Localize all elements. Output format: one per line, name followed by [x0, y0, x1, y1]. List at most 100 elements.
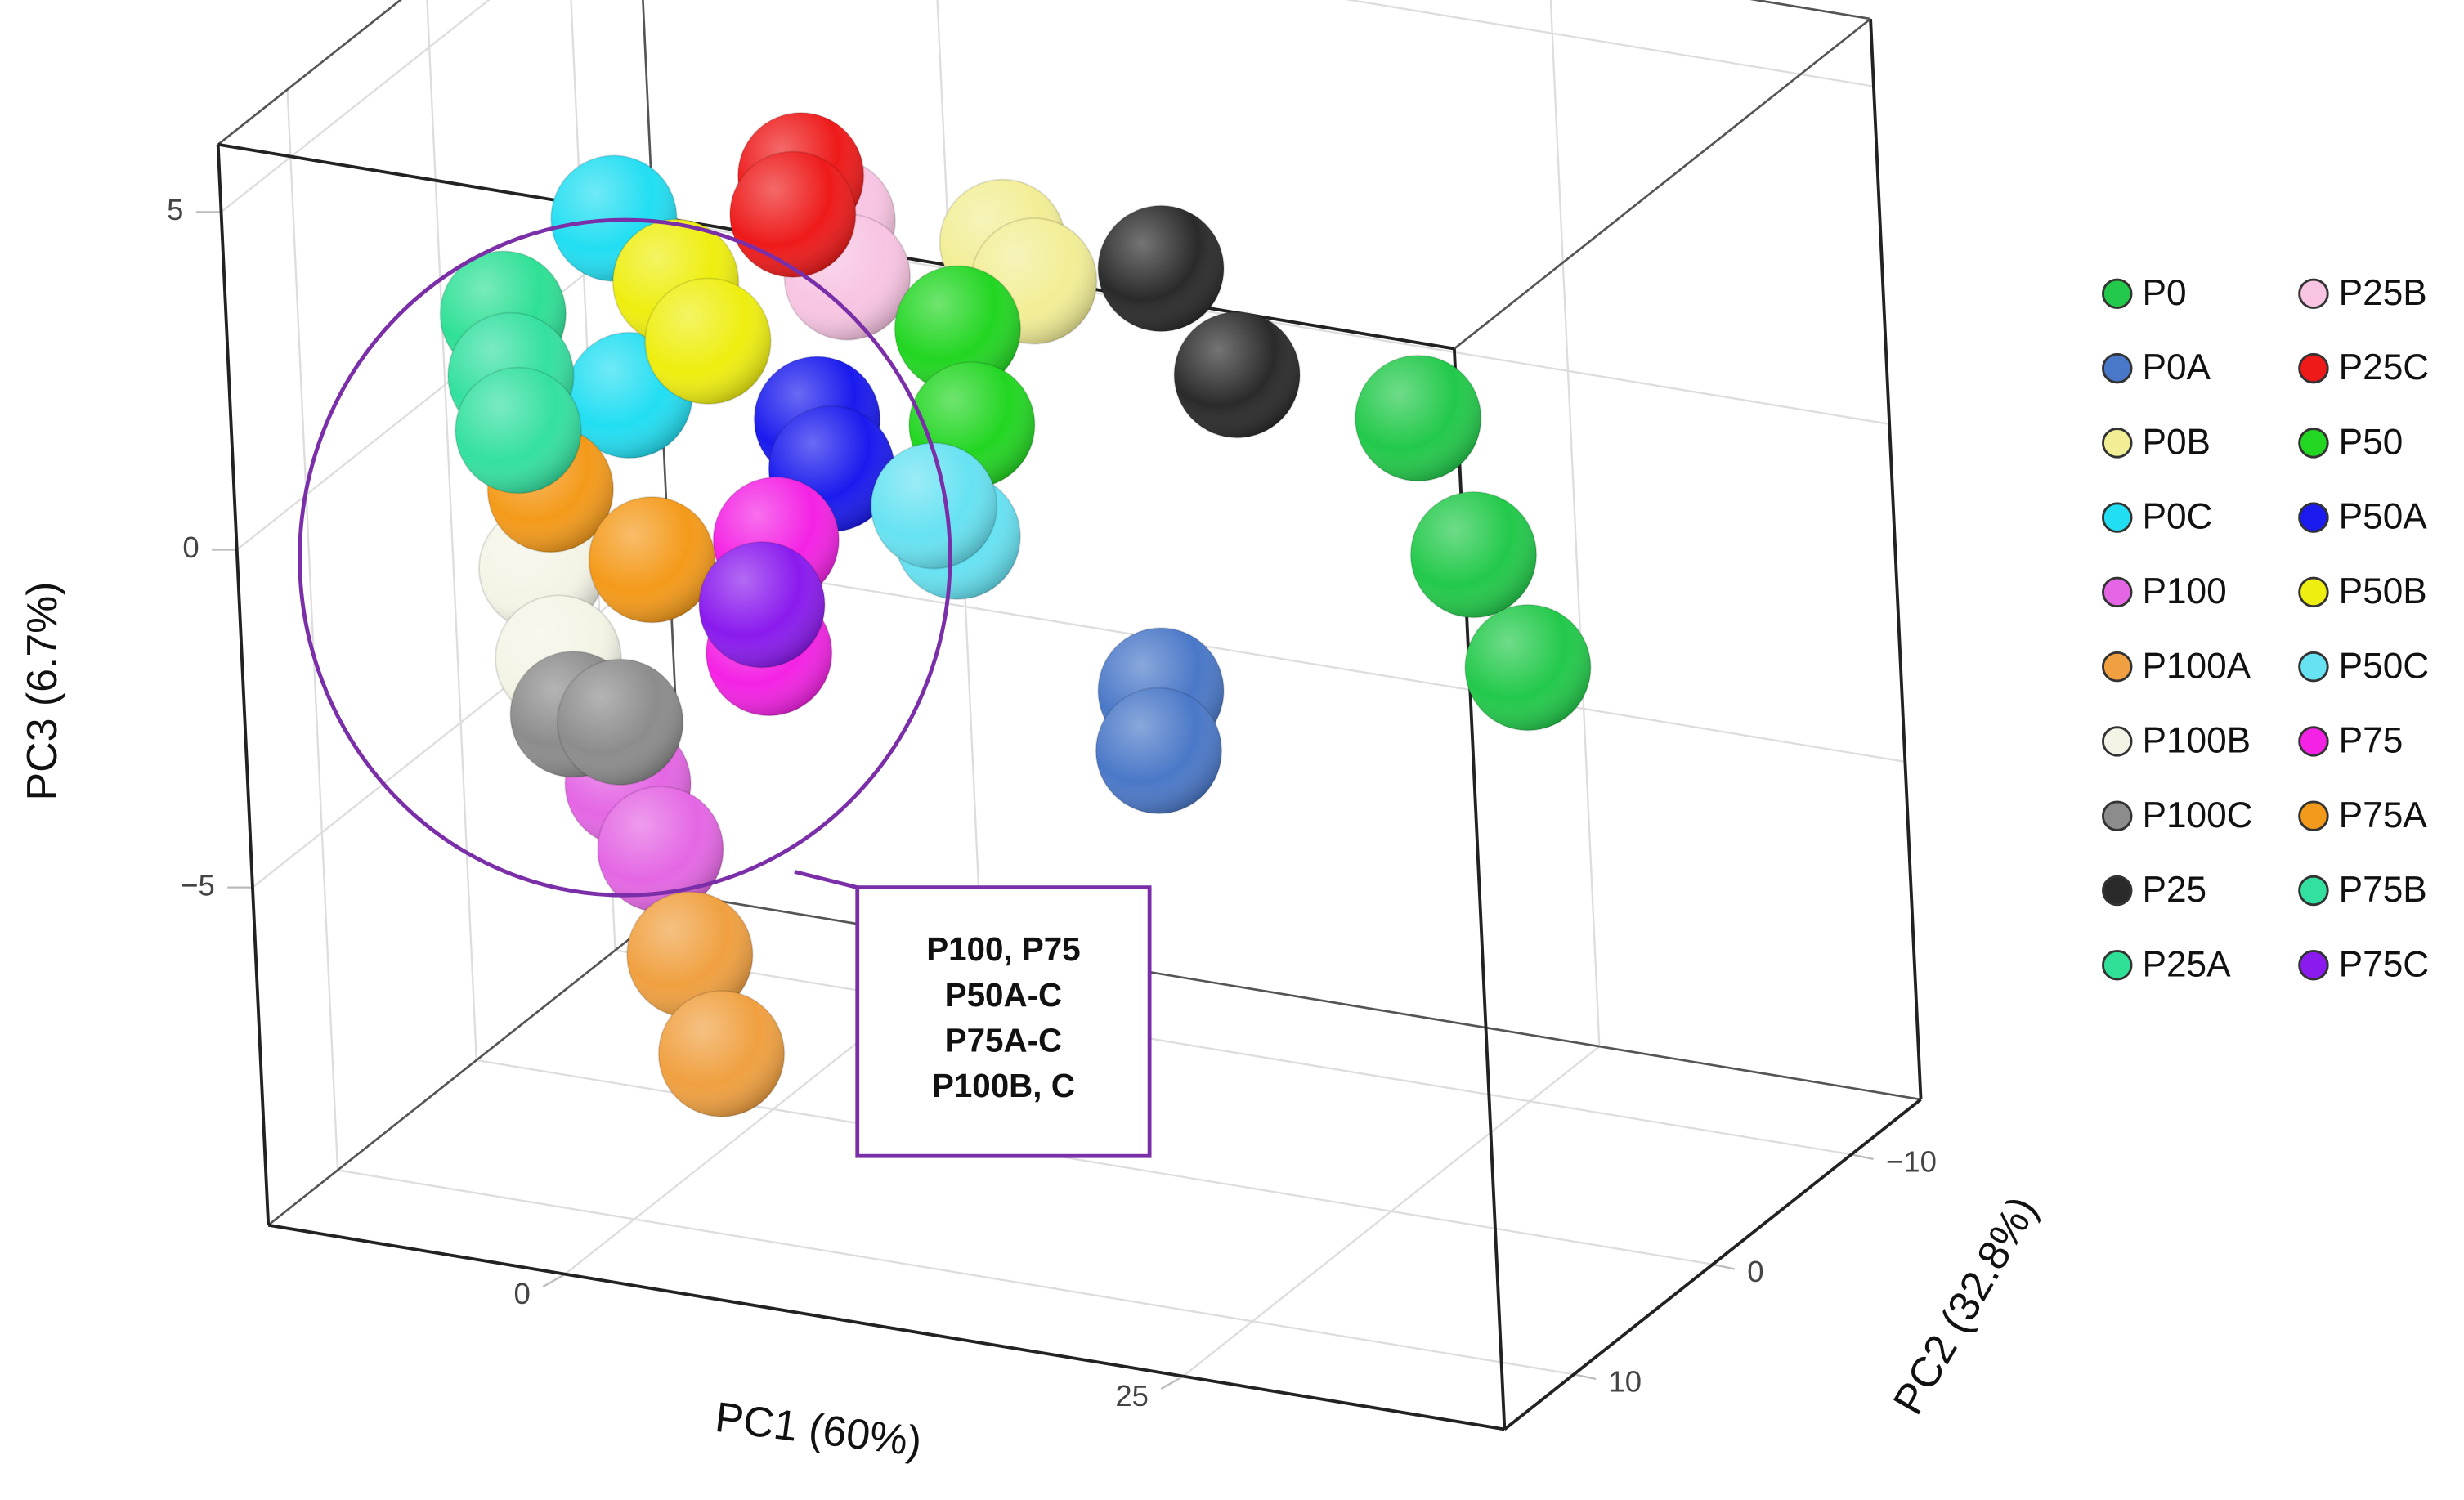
- tick-mark: [1712, 1263, 1736, 1270]
- legend-swatch: [2102, 428, 2133, 459]
- legend-label: P50: [2339, 422, 2404, 462]
- legend: P0 P0A P0B P0C P100 P100A P100B P100C P25 P25A P25…: [2102, 273, 2430, 984]
- box: [216, 0, 1923, 1431]
- point-shade: [598, 786, 724, 912]
- legend-swatch: [2102, 576, 2133, 608]
- point-shade: [1095, 687, 1222, 814]
- sphere: [1095, 687, 1223, 815]
- legend-swatch: [2102, 651, 2133, 683]
- annotation-text: P75A-C: [945, 1022, 1063, 1059]
- point-shade: [658, 991, 785, 1117]
- points: [439, 111, 1592, 1117]
- box-edge: [1869, 18, 1923, 1100]
- box-edge: [1503, 1098, 1922, 1431]
- grid-line: [1549, 0, 1601, 1047]
- annotation-text: P100, P75: [926, 930, 1080, 968]
- legend-swatch: [2298, 352, 2329, 384]
- box-edge: [1454, 18, 1871, 350]
- sphere: [597, 786, 724, 913]
- grid-line: [615, 949, 1852, 1156]
- legend-swatch: [2102, 800, 2133, 831]
- point-shade: [894, 266, 1021, 392]
- legend-swatch: [2102, 502, 2133, 533]
- sphere: [657, 990, 786, 1117]
- tick-mark: [1573, 1373, 1597, 1381]
- point-shade: [645, 278, 771, 405]
- legend-label: P100A: [2142, 646, 2251, 686]
- grid-line: [337, 1169, 1575, 1376]
- legend-swatch: [2298, 278, 2329, 310]
- z-tick-label: 5: [167, 193, 183, 226]
- legend-label: P50C: [2339, 646, 2430, 686]
- grid-line: [668, 556, 1906, 763]
- legend-swatch: [2298, 726, 2329, 757]
- legend-swatch: [2102, 875, 2133, 907]
- legend-label: P75: [2339, 721, 2404, 761]
- legend-swatch: [2298, 428, 2329, 459]
- sphere: [1464, 603, 1592, 732]
- legend-label: P50B: [2339, 571, 2427, 611]
- legend-label: P0B: [2142, 422, 2211, 462]
- x-tick-label: 25: [1115, 1379, 1149, 1413]
- legend-label: P50A: [2339, 497, 2428, 537]
- sphere: [455, 366, 582, 495]
- legend-swatch: [2102, 278, 2133, 310]
- sphere: [556, 658, 684, 786]
- legend-swatch: [2298, 800, 2329, 831]
- box-edge: [1749, 0, 1871, 20]
- legend-label: P75B: [2339, 870, 2427, 910]
- y-tick-label: −10: [1886, 1144, 1937, 1178]
- legend-label: P25B: [2339, 273, 2427, 313]
- y-tick-label: 10: [1609, 1364, 1642, 1398]
- sphere: [1354, 354, 1482, 482]
- z-axis-label: PC3 (6.7%): [18, 581, 65, 800]
- sphere: [626, 891, 754, 1019]
- y-axis-label: PC2 (32.8%): [1884, 1188, 2046, 1422]
- point-shade: [871, 442, 997, 569]
- tick-mark: [542, 1273, 566, 1288]
- y-tick-label: 0: [1747, 1255, 1763, 1288]
- point-shade: [557, 659, 683, 786]
- grid-line: [426, 0, 477, 1061]
- grid-line: [1345, 0, 1875, 87]
- legend-label: P0A: [2142, 347, 2211, 387]
- legend-swatch: [2298, 651, 2329, 683]
- legend-label: P25: [2142, 870, 2206, 910]
- annotation-text: P50A-C: [945, 976, 1063, 1014]
- box-edge: [267, 1223, 1505, 1431]
- point-shade: [1410, 491, 1537, 618]
- legend-label: P0: [2142, 273, 2186, 313]
- x-axis-label: PC1 (60%): [713, 1393, 925, 1465]
- legend-label: P100B: [2142, 721, 2251, 761]
- sphere: [728, 150, 857, 279]
- point-shade: [1355, 355, 1481, 481]
- legend-swatch: [2102, 352, 2133, 384]
- legend-label: P75A: [2339, 795, 2428, 835]
- point-shade: [1174, 311, 1301, 438]
- legend-label: P0C: [2142, 497, 2212, 537]
- legend-label: P100: [2142, 571, 2226, 611]
- point-shade: [1098, 205, 1224, 332]
- grid-line: [286, 89, 339, 1171]
- tick-mark: [1851, 1153, 1874, 1161]
- box-edge: [267, 894, 686, 1226]
- sphere: [1097, 204, 1225, 333]
- point-shade: [589, 496, 715, 623]
- connector: [794, 870, 858, 889]
- legend-label: P75C: [2339, 944, 2430, 984]
- legend-swatch: [2298, 576, 2329, 608]
- point-shade: [729, 151, 856, 278]
- annotation-text: P100B, C: [932, 1067, 1075, 1104]
- point-shade: [627, 892, 753, 1018]
- point-shade: [455, 367, 581, 494]
- sphere: [588, 495, 716, 624]
- z-tick-label: 0: [182, 531, 199, 564]
- sphere: [1173, 311, 1301, 439]
- box-edge: [216, 144, 271, 1225]
- legend-swatch: [2298, 502, 2329, 533]
- legend-label: P25A: [2142, 944, 2231, 984]
- legend-swatch: [2102, 950, 2133, 981]
- annotation: P100, P75 P50A-C P75A-C P100B, C: [298, 217, 1152, 1158]
